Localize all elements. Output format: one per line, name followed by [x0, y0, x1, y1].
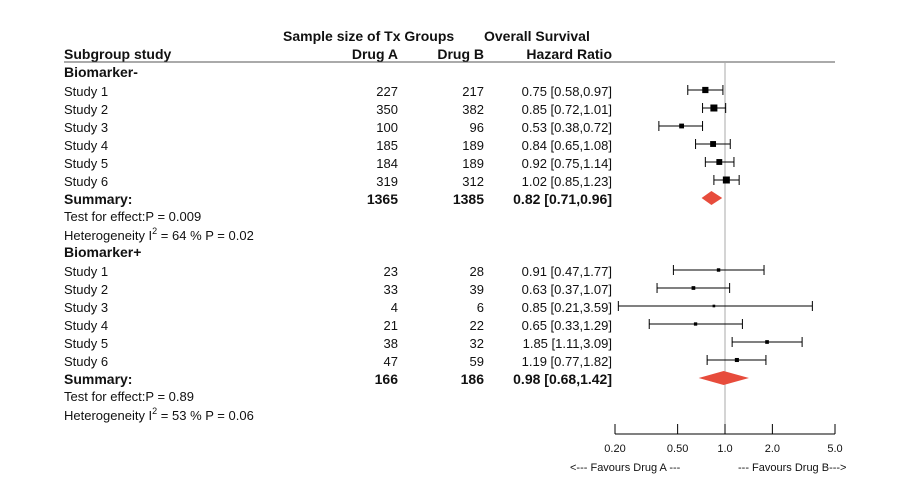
heterogeneity-superscript: 2 — [152, 226, 157, 236]
summary-drug-b: 1385 — [453, 191, 484, 207]
point-estimate — [722, 176, 730, 184]
point-estimate — [679, 123, 685, 129]
drug-b-count: 39 — [470, 282, 484, 297]
forest-marks — [617, 85, 813, 385]
study-label: Study 2 — [64, 102, 108, 117]
study-label: Study 3 — [64, 300, 108, 315]
point-estimate — [710, 141, 717, 147]
x-tick-label: 0.20 — [604, 443, 625, 455]
hazard-ratio-text: 0.53 [0.38,0.72] — [522, 120, 612, 135]
x-tick-label: 0.50 — [667, 443, 688, 455]
drug-a-count: 319 — [376, 174, 398, 189]
point-estimate — [712, 304, 716, 308]
summary-label: Summary: — [64, 191, 132, 207]
header-subgroup-study: Subgroup study — [64, 46, 172, 62]
drug-b-count: 28 — [470, 264, 484, 279]
header-drug-a: Drug A — [352, 46, 398, 62]
header-drug-b: Drug B — [437, 46, 484, 62]
drug-b-count: 382 — [462, 102, 484, 117]
point-estimate — [693, 322, 698, 326]
hazard-ratio-text: 1.19 [0.77,1.82] — [522, 354, 612, 369]
drug-a-count: 350 — [376, 102, 398, 117]
heterogeneity-suffix: = 53 % P = 0.06 — [157, 408, 254, 423]
study-label: Study 2 — [64, 282, 108, 297]
study-label: Study 5 — [64, 156, 108, 171]
summary-hazard-ratio: 0.82 [0.71,0.96] — [513, 191, 612, 207]
heterogeneity-superscript: 2 — [152, 406, 157, 416]
summary-drug-a: 1365 — [367, 191, 398, 207]
drug-a-count: 23 — [384, 264, 398, 279]
study-label: Study 4 — [64, 318, 108, 333]
test-for-effect: Test for effect:P = 0.89 — [64, 389, 194, 404]
summary-drug-a: 166 — [375, 371, 399, 387]
hazard-ratio-text: 1.85 [1.11,3.09] — [523, 336, 612, 351]
study-label: Study 6 — [64, 174, 108, 189]
hazard-ratio-text: 0.65 [0.33,1.29] — [522, 318, 612, 333]
drug-b-count: 96 — [470, 120, 484, 135]
point-estimate — [710, 104, 718, 112]
header-hazard-ratio: Hazard Ratio — [526, 46, 612, 62]
drug-a-count: 184 — [376, 156, 398, 171]
heterogeneity-text: Heterogeneity I2 = 64 % P = 0.02 — [64, 226, 254, 243]
hazard-ratio-text: 0.85 [0.21,3.59] — [522, 300, 612, 315]
hazard-ratio-text: 0.75 [0.58,0.97] — [522, 84, 612, 99]
drug-a-count: 21 — [384, 318, 398, 333]
study-label: Study 5 — [64, 336, 108, 351]
forest-rows: Biomarker- Study 1 227 217 0.75 [0.58,0.97] S… — [64, 64, 612, 423]
drug-b-count: 22 — [470, 318, 484, 333]
group-label: Biomarker- — [64, 64, 138, 80]
drug-b-count: 189 — [462, 138, 484, 153]
hazard-ratio-text: 0.91 [0.47,1.77] — [522, 264, 612, 279]
group-label: Biomarker+ — [64, 244, 141, 260]
drug-b-count: 217 — [462, 84, 484, 99]
heterogeneity-prefix: Heterogeneity I — [64, 408, 152, 423]
drug-a-count: 47 — [384, 354, 398, 369]
drug-a-count: 100 — [376, 120, 398, 135]
summary-diamond — [701, 191, 723, 205]
point-estimate — [691, 286, 696, 290]
heterogeneity-text: Heterogeneity I2 = 53 % P = 0.06 — [64, 406, 254, 423]
hazard-ratio-text: 0.84 [0.65,1.08] — [522, 138, 612, 153]
x-tick-label: 2.0 — [765, 443, 780, 455]
study-label: Study 3 — [64, 120, 108, 135]
point-estimate — [765, 340, 769, 344]
drug-a-count: 38 — [384, 336, 398, 351]
drug-a-count: 4 — [391, 300, 398, 315]
summary-drug-b: 186 — [461, 371, 485, 387]
drug-a-count: 33 — [384, 282, 398, 297]
drug-b-count: 59 — [470, 354, 484, 369]
point-estimate — [734, 357, 739, 363]
favours-left-label: <--- Favours Drug A --- — [570, 462, 681, 474]
summary-label: Summary: — [64, 371, 132, 387]
favours-right-label: --- Favours Drug B---> — [738, 462, 847, 474]
x-tick-label: 5.0 — [827, 443, 842, 455]
drug-b-count: 6 — [477, 300, 484, 315]
point-estimate — [716, 268, 721, 272]
hazard-ratio-text: 0.85 [0.72,1.01] — [522, 102, 612, 117]
header-sample-size: Sample size of Tx Groups — [283, 28, 454, 44]
hazard-ratio-text: 1.02 [0.85,1.23] — [522, 174, 612, 189]
drug-b-count: 32 — [470, 336, 484, 351]
hazard-ratio-text: 0.63 [0.37,1.07] — [522, 282, 612, 297]
heterogeneity-prefix: Heterogeneity I — [64, 228, 152, 243]
point-estimate — [716, 159, 723, 165]
drug-a-count: 185 — [376, 138, 398, 153]
drug-b-count: 189 — [462, 156, 484, 171]
drug-a-count: 227 — [376, 84, 398, 99]
study-label: Study 1 — [64, 84, 108, 99]
study-label: Study 1 — [64, 264, 108, 279]
header-overall-survival: Overall Survival — [484, 28, 590, 44]
summary-diamond — [698, 371, 749, 385]
study-label: Study 6 — [64, 354, 108, 369]
x-tick-label: 1.0 — [717, 443, 732, 455]
hazard-ratio-text: 0.92 [0.75,1.14] — [522, 156, 612, 171]
drug-b-count: 312 — [462, 174, 484, 189]
summary-hazard-ratio: 0.98 [0.68,1.42] — [513, 371, 612, 387]
study-label: Study 4 — [64, 138, 108, 153]
point-estimate — [702, 86, 709, 94]
test-for-effect: Test for effect:P = 0.009 — [64, 209, 201, 224]
x-axis: 0.20 0.50 1.0 2.0 5.0 — [604, 424, 843, 455]
heterogeneity-suffix: = 64 % P = 0.02 — [157, 228, 254, 243]
